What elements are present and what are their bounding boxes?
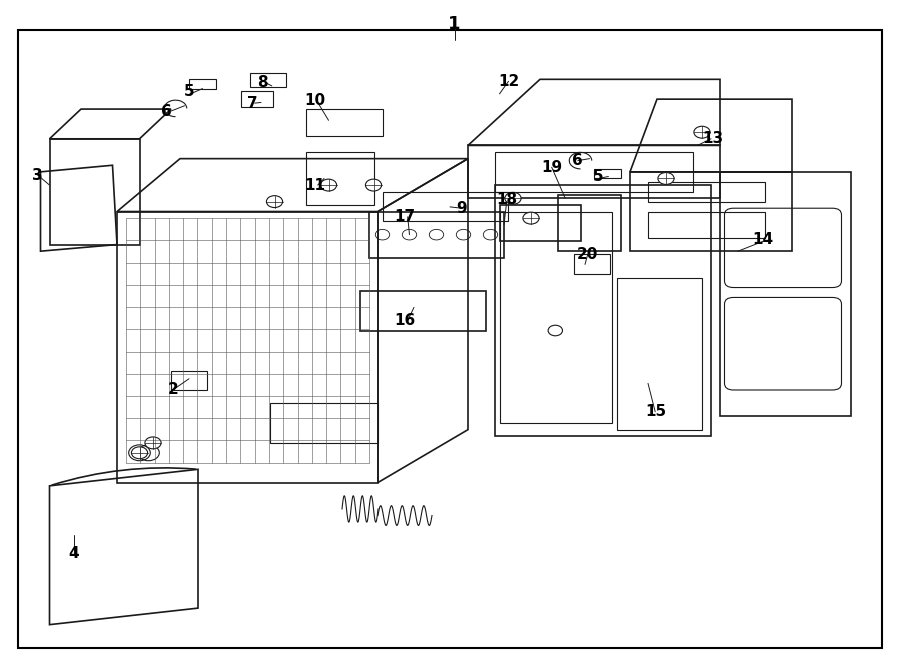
Bar (495, 185, 711, 436)
Bar (648, 212, 765, 238)
Bar (500, 205, 580, 241)
Text: 5: 5 (593, 169, 604, 184)
Bar (720, 172, 850, 416)
Text: 4: 4 (68, 547, 79, 561)
Bar (648, 182, 765, 202)
Circle shape (365, 179, 382, 191)
Circle shape (523, 212, 539, 224)
Text: 2: 2 (167, 383, 178, 397)
Text: 15: 15 (645, 405, 667, 419)
Text: 16: 16 (394, 313, 416, 328)
Text: 1: 1 (448, 15, 461, 34)
Text: 13: 13 (702, 132, 724, 146)
Bar (558, 195, 621, 251)
Bar (369, 212, 504, 258)
Bar (270, 403, 378, 443)
Text: 17: 17 (394, 210, 416, 224)
Bar (594, 169, 621, 178)
Text: 3: 3 (32, 168, 43, 182)
Circle shape (145, 437, 161, 449)
Text: 5: 5 (184, 84, 194, 98)
Text: 18: 18 (496, 192, 518, 207)
Circle shape (266, 196, 283, 208)
Circle shape (505, 192, 521, 204)
Bar (171, 371, 207, 390)
Circle shape (131, 447, 148, 459)
Circle shape (320, 179, 337, 191)
Text: 7: 7 (247, 96, 257, 110)
Bar (616, 278, 702, 430)
Text: 9: 9 (456, 201, 467, 215)
Text: 11: 11 (304, 178, 326, 192)
Text: 10: 10 (304, 93, 326, 108)
Text: 12: 12 (498, 74, 519, 89)
Bar (250, 73, 286, 87)
Text: 14: 14 (752, 232, 774, 247)
Circle shape (694, 126, 710, 138)
Bar (241, 91, 273, 107)
Text: 6: 6 (161, 104, 172, 118)
Text: 19: 19 (541, 160, 562, 175)
Text: 6: 6 (572, 153, 583, 168)
Circle shape (658, 173, 674, 184)
Bar (500, 212, 612, 423)
Bar (574, 254, 610, 274)
Bar (306, 109, 382, 136)
Text: 20: 20 (577, 247, 598, 262)
Bar (189, 79, 216, 89)
Text: 8: 8 (257, 75, 268, 90)
